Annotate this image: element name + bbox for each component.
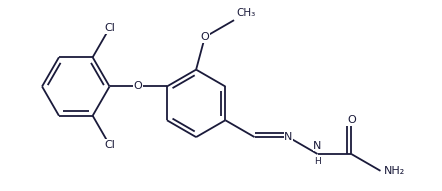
- Text: Cl: Cl: [104, 140, 115, 150]
- Text: H: H: [314, 157, 321, 166]
- Text: N: N: [284, 132, 293, 142]
- Text: O: O: [347, 115, 356, 125]
- Text: NH₂: NH₂: [384, 166, 405, 176]
- Text: O: O: [201, 32, 209, 42]
- Text: Cl: Cl: [104, 23, 115, 33]
- Text: O: O: [134, 82, 143, 91]
- Text: CH₃: CH₃: [236, 8, 255, 18]
- Text: N: N: [313, 141, 322, 151]
